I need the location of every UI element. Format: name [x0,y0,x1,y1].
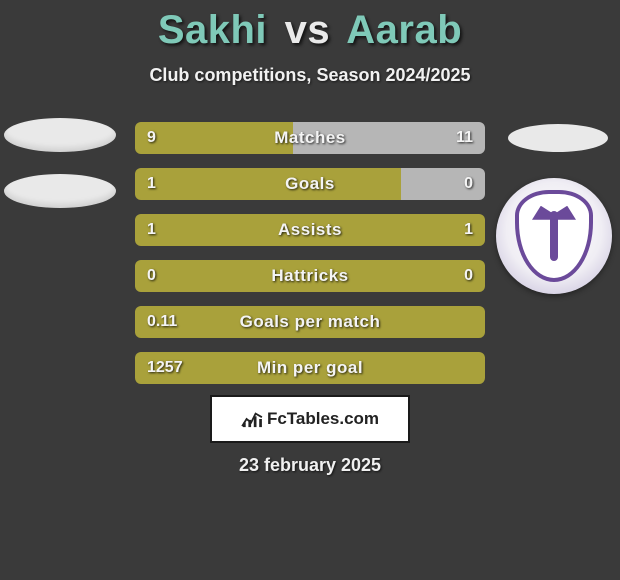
stat-value-left: 9 [147,129,156,147]
chart-icon [241,410,263,428]
player2-name: Aarab [346,8,462,52]
left-club-badges [0,118,120,230]
stat-row: 1 0 Goals [135,168,485,200]
stat-label: Matches [274,128,346,148]
player1-name: Sakhi [158,8,267,52]
club-badge-placeholder [4,174,116,208]
stat-value-left: 1 [147,175,156,193]
stat-label: Goals per match [240,312,381,332]
brand-text: FcTables.com [267,409,379,429]
stat-row: 1257 Min per goal [135,352,485,384]
club-badge-placeholder [508,124,608,152]
shield-icon [515,190,593,282]
date-label: 23 february 2025 [239,455,381,476]
stat-value-right: 1 [464,221,473,239]
stat-value-left: 1 [147,221,156,239]
stat-row: 1 1 Assists [135,214,485,246]
stat-value-left: 1257 [147,359,183,377]
brand-label: FcTables.com [241,409,379,429]
stat-label: Goals [285,174,335,194]
stat-bar-left [135,168,401,200]
brand-box: FcTables.com [210,395,410,443]
stat-label: Assists [278,220,342,240]
stat-row: 9 11 Matches [135,122,485,154]
stat-label: Min per goal [257,358,363,378]
page-title: Sakhi vs Aarab [0,0,620,53]
stat-row: 0.11 Goals per match [135,306,485,338]
stat-row: 0 0 Hattricks [135,260,485,292]
subtitle: Club competitions, Season 2024/2025 [0,65,620,86]
stat-bar-left [135,122,293,154]
vs-label: vs [285,8,331,52]
stat-value-right: 0 [464,175,473,193]
right-club-badge [496,178,612,294]
stat-label: Hattricks [271,266,348,286]
stat-value-left: 0 [147,267,156,285]
club-badge-placeholder [4,118,116,152]
stat-value-right: 11 [456,129,473,147]
comparison-bars: 911Matches10Goals11Assists00Hattricks0.1… [135,122,485,398]
stat-value-right: 0 [464,267,473,285]
stat-value-left: 0.11 [147,313,177,331]
